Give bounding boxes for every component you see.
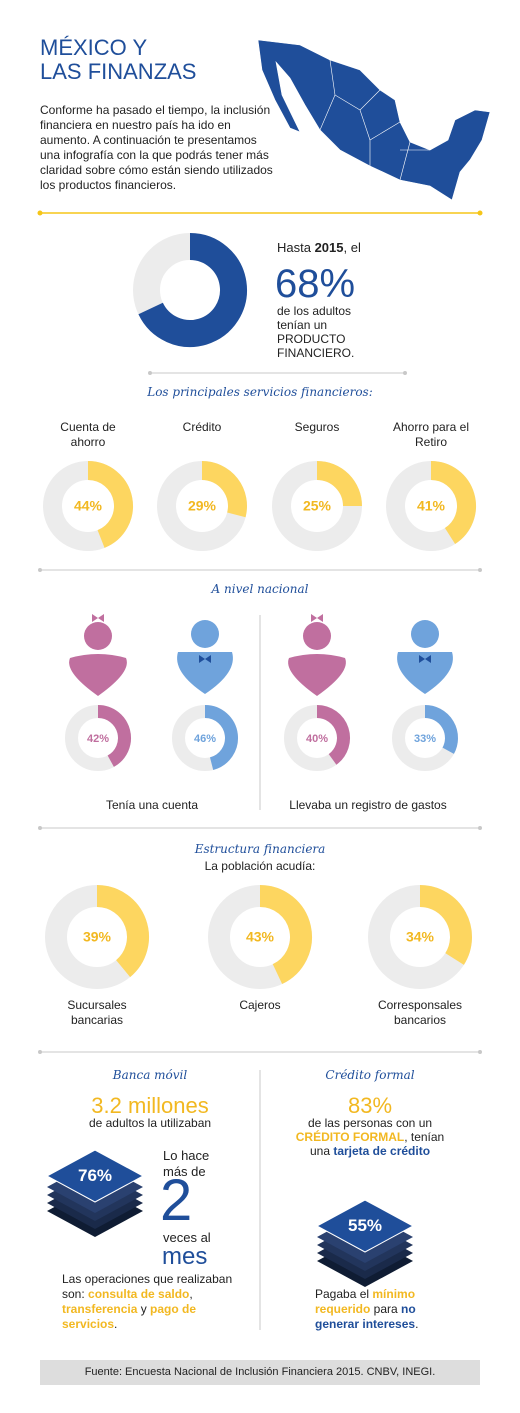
operations: Las operaciones que realizaban son: cons…	[62, 1272, 252, 1332]
title: MÉXICO Y LAS FINANZAS	[40, 36, 196, 84]
donut-arc	[87, 461, 133, 548]
map-borders	[319, 59, 430, 181]
year: 2015	[314, 240, 344, 255]
service-label: Ahorro para el Retiro	[392, 420, 470, 449]
source: Fuente: Encuesta Nacional de Inclusión F…	[84, 1366, 436, 1378]
donut-arc	[97, 705, 131, 767]
payment: Pagaba el mínimo requerido para no gener…	[315, 1287, 435, 1332]
title-line: MÉXICO Y	[40, 35, 148, 60]
donut-arc	[424, 705, 458, 754]
service-label: Seguros	[294, 420, 340, 434]
donut-label: 42%	[87, 733, 109, 745]
map	[257, 39, 491, 201]
donut-arc	[430, 461, 476, 544]
donut-label: 33%	[414, 733, 436, 745]
donut-label: 46%	[194, 733, 216, 745]
layer-stack	[315, 1199, 415, 1287]
donut-arc	[138, 233, 247, 347]
lead: Hasta 2015, el	[277, 240, 361, 255]
donut-label: 39%	[83, 929, 112, 945]
text: Pagaba el	[315, 1287, 373, 1301]
dividers	[40, 372, 480, 1330]
text: .	[114, 1317, 118, 1331]
big-number: 68%	[275, 262, 356, 306]
donut-arc	[316, 461, 362, 507]
text: , tenían una	[309, 1130, 445, 1158]
structure-label: Corresponsales bancarios	[377, 998, 463, 1027]
emphasis: mínimo requerido	[315, 1287, 416, 1316]
emphasis: transferencia	[62, 1302, 138, 1316]
service-label: Cuenta de ahorro	[60, 420, 116, 449]
highlight-text: de los adultos tenían un PRODUCTO FINANC…	[277, 304, 355, 360]
text: de las personas con un	[307, 1116, 433, 1130]
emphasis: consulta de saldo	[88, 1287, 190, 1301]
footer-bar	[40, 1360, 480, 1385]
emphasis: tarjeta de crédito	[333, 1144, 431, 1158]
donut-arc	[204, 705, 238, 770]
stack-label: 55%	[347, 1216, 383, 1235]
layer-stack	[45, 1149, 145, 1237]
donut-label: 40%	[306, 733, 328, 745]
amount: 3.2 millones	[91, 1093, 209, 1118]
donut-label: 34%	[406, 929, 435, 945]
amount-text: de adultos la utilizaban	[88, 1116, 212, 1130]
donut-arc	[201, 461, 247, 518]
subheading: La población acudía:	[204, 859, 316, 873]
title-line: LAS FINANZAS	[40, 59, 197, 84]
emphasis: pago de servicios	[62, 1302, 197, 1331]
structure-label: Cajeros	[239, 998, 281, 1012]
man-icon	[397, 620, 453, 694]
structure-label: Sucursales bancarias	[67, 998, 127, 1027]
frequency-text: veces al	[163, 1230, 211, 1245]
text: Hasta	[277, 240, 315, 255]
divider-dot	[37, 210, 43, 216]
intro: Conforme ha pasado el tiempo, la inclusi…	[40, 103, 273, 192]
donut-arc	[96, 885, 149, 978]
credit-share: 83%	[347, 1093, 393, 1118]
woman-icon	[288, 614, 346, 696]
section-heading: Estructura financiera	[194, 842, 326, 856]
section-heading: Banca móvil	[112, 1068, 188, 1082]
frequency-text: Lo hace más de	[163, 1148, 210, 1179]
credit-text: de las personas con un CRÉDITO FORMAL, t…	[285, 1116, 455, 1158]
donut-label: 44%	[74, 498, 103, 514]
section-heading: Los principales servicios financieros:	[147, 385, 373, 399]
text: y	[137, 1302, 151, 1316]
frequency-unit: mes	[162, 1243, 208, 1270]
donut-label: 43%	[246, 929, 275, 945]
donut-label: 29%	[188, 498, 217, 514]
text: Las operaciones que realizaban son:	[62, 1272, 233, 1301]
donut-label: 41%	[417, 498, 446, 514]
man-icon	[177, 620, 233, 694]
woman-icon	[69, 614, 127, 696]
service-label: Crédito	[182, 420, 222, 434]
section-heading: A nivel nacional	[211, 582, 309, 596]
emphasis: no generar intereses	[315, 1302, 416, 1331]
text: ,	[189, 1287, 193, 1301]
donut-arc	[316, 705, 350, 765]
donut-arc	[419, 885, 472, 965]
text: .	[415, 1317, 419, 1331]
text: , el	[343, 240, 361, 255]
text: para	[370, 1302, 402, 1316]
divider-dot	[477, 210, 483, 216]
caption: Tenía una cuenta	[105, 798, 199, 812]
caption: Llevaba un registro de gastos	[289, 798, 447, 812]
emphasis: CRÉDITO FORMAL	[295, 1130, 405, 1144]
frequency-number: 2	[160, 1168, 193, 1233]
donut-arc	[259, 885, 312, 985]
section-heading: Crédito formal	[325, 1068, 415, 1082]
donut-label: 25%	[303, 498, 332, 514]
stack-label: 76%	[77, 1166, 113, 1185]
divider-dots	[38, 371, 482, 1054]
